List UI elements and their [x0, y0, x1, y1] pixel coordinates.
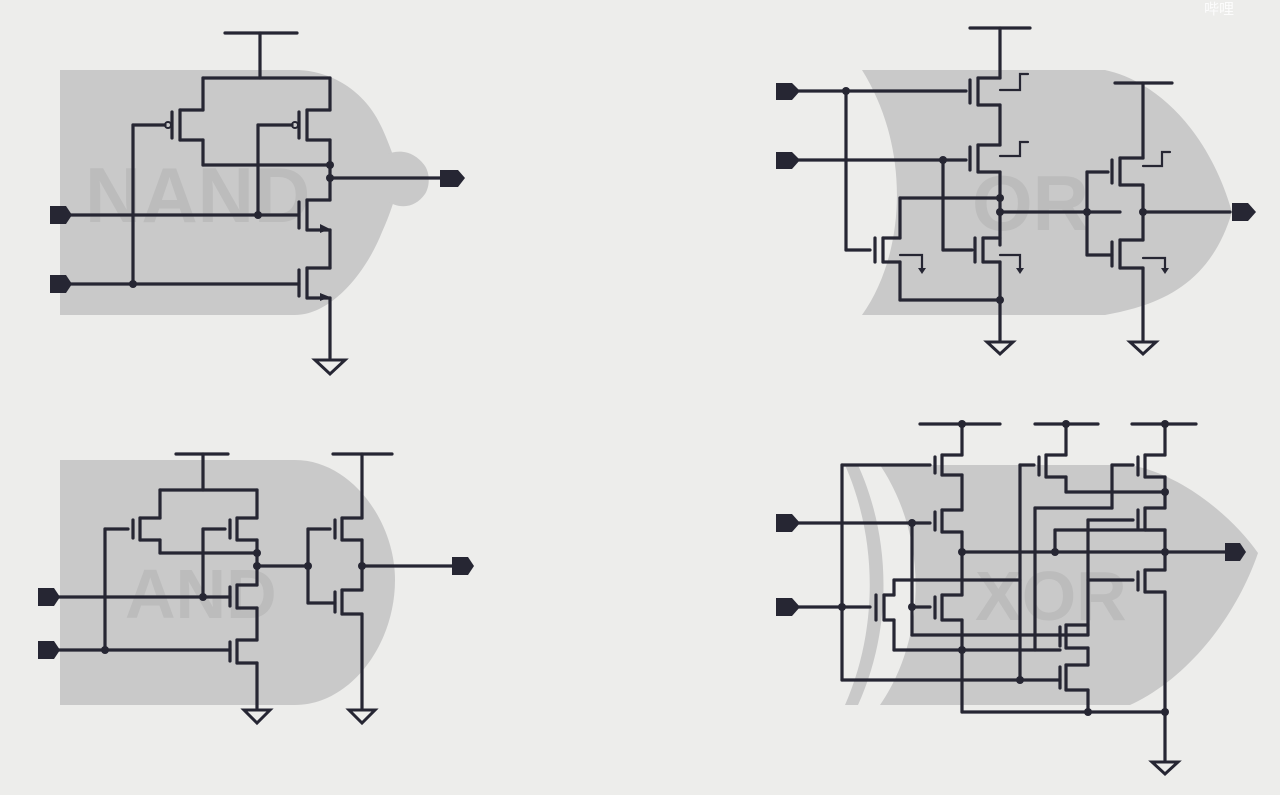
- and-gate: AND: [38, 452, 474, 726]
- xor-gate-extra-arc: [845, 465, 884, 705]
- or-gate-shape: [862, 70, 1232, 315]
- watermark-text: 哔哩: [1204, 0, 1234, 18]
- and-gate-shape: [60, 460, 395, 705]
- or-gate-label: OR: [972, 159, 1089, 247]
- nand-gate-shape: [60, 70, 400, 315]
- or-gate: OR: [776, 26, 1256, 357]
- nand-gate: NAND: [50, 31, 465, 377]
- xor-gate-label: XOR: [975, 557, 1127, 635]
- xor-gate: XOR: [776, 420, 1258, 777]
